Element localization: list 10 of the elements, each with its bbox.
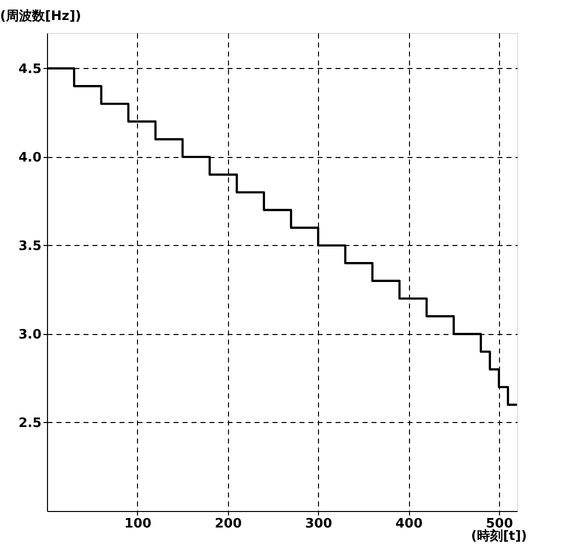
y-tick-label: 3.0	[18, 327, 42, 342]
x-tick-label: 200	[214, 516, 242, 532]
y-tick-label: 4.5	[18, 62, 42, 77]
y-tick-label: 4.0	[18, 150, 42, 166]
x-tick-label: 100	[124, 516, 152, 532]
y-tick-label: 3.5	[18, 238, 42, 254]
x-tick-label: 400	[395, 516, 423, 532]
y-tick-label: 2.5	[18, 416, 42, 431]
y-axis-title: (周波数[Hz])	[0, 9, 82, 24]
x-tick-label: 300	[305, 516, 332, 532]
